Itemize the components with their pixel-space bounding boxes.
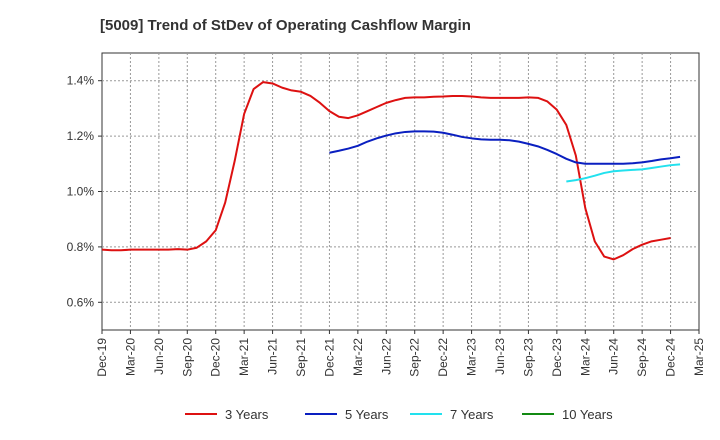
x-tick-label: Mar-21 [237, 338, 251, 376]
y-tick-label: 1.4% [67, 74, 95, 88]
legend-label: 7 Years [450, 407, 494, 422]
x-tick-label: Mar-22 [351, 338, 365, 376]
series-line-5-years [329, 130, 681, 165]
x-tick-label: Jun-20 [152, 338, 166, 375]
x-tick-label: Mar-25 [692, 338, 706, 376]
x-tick-label: Dec-20 [209, 338, 223, 377]
y-tick-label: 1.0% [67, 185, 95, 199]
x-tick-label: Jun-23 [493, 338, 507, 375]
x-tick-label: Dec-24 [664, 338, 678, 377]
x-tick-label: Mar-20 [123, 338, 137, 376]
legend-label: 5 Years [345, 407, 389, 422]
grid-lines [102, 53, 699, 330]
series-lines [101, 81, 681, 261]
y-tick-label: 0.8% [67, 240, 95, 254]
x-tick-label: Dec-22 [436, 338, 450, 377]
legend-label: 10 Years [562, 407, 613, 422]
x-tick-label: Sep-21 [294, 338, 308, 377]
x-axis: Dec-19 Mar-20 Jun-20 Sep-20 Dec-20 Mar-21 Jun-… [95, 330, 706, 377]
x-tick-label: Mar-23 [465, 338, 479, 376]
x-tick-label: Sep-22 [408, 338, 422, 377]
x-tick-label: Dec-19 [95, 338, 109, 377]
legend: 3 Years 5 Years 7 Years 10 Years [185, 407, 613, 422]
x-tick-label: Jun-24 [607, 338, 621, 375]
y-axis: 0.6% 0.8% 1.0% 1.2% 1.4% [67, 74, 102, 309]
x-tick-label: Jun-22 [379, 338, 393, 375]
legend-label: 3 Years [225, 407, 269, 422]
x-tick-label: Mar-24 [578, 338, 592, 376]
x-tick-label: Dec-23 [550, 338, 564, 377]
x-tick-label: Jun-21 [266, 338, 280, 375]
y-tick-label: 1.2% [67, 129, 95, 143]
series-line-7-years [566, 163, 681, 183]
chart-title: [5009] Trend of StDev of Operating Cashf… [100, 17, 471, 34]
series-line-3-years [101, 81, 671, 261]
y-tick-label: 0.6% [67, 295, 95, 309]
x-tick-label: Sep-23 [521, 338, 535, 377]
x-tick-label: Dec-21 [322, 338, 336, 377]
x-tick-label: Sep-24 [635, 338, 649, 377]
x-tick-label: Sep-20 [180, 338, 194, 377]
